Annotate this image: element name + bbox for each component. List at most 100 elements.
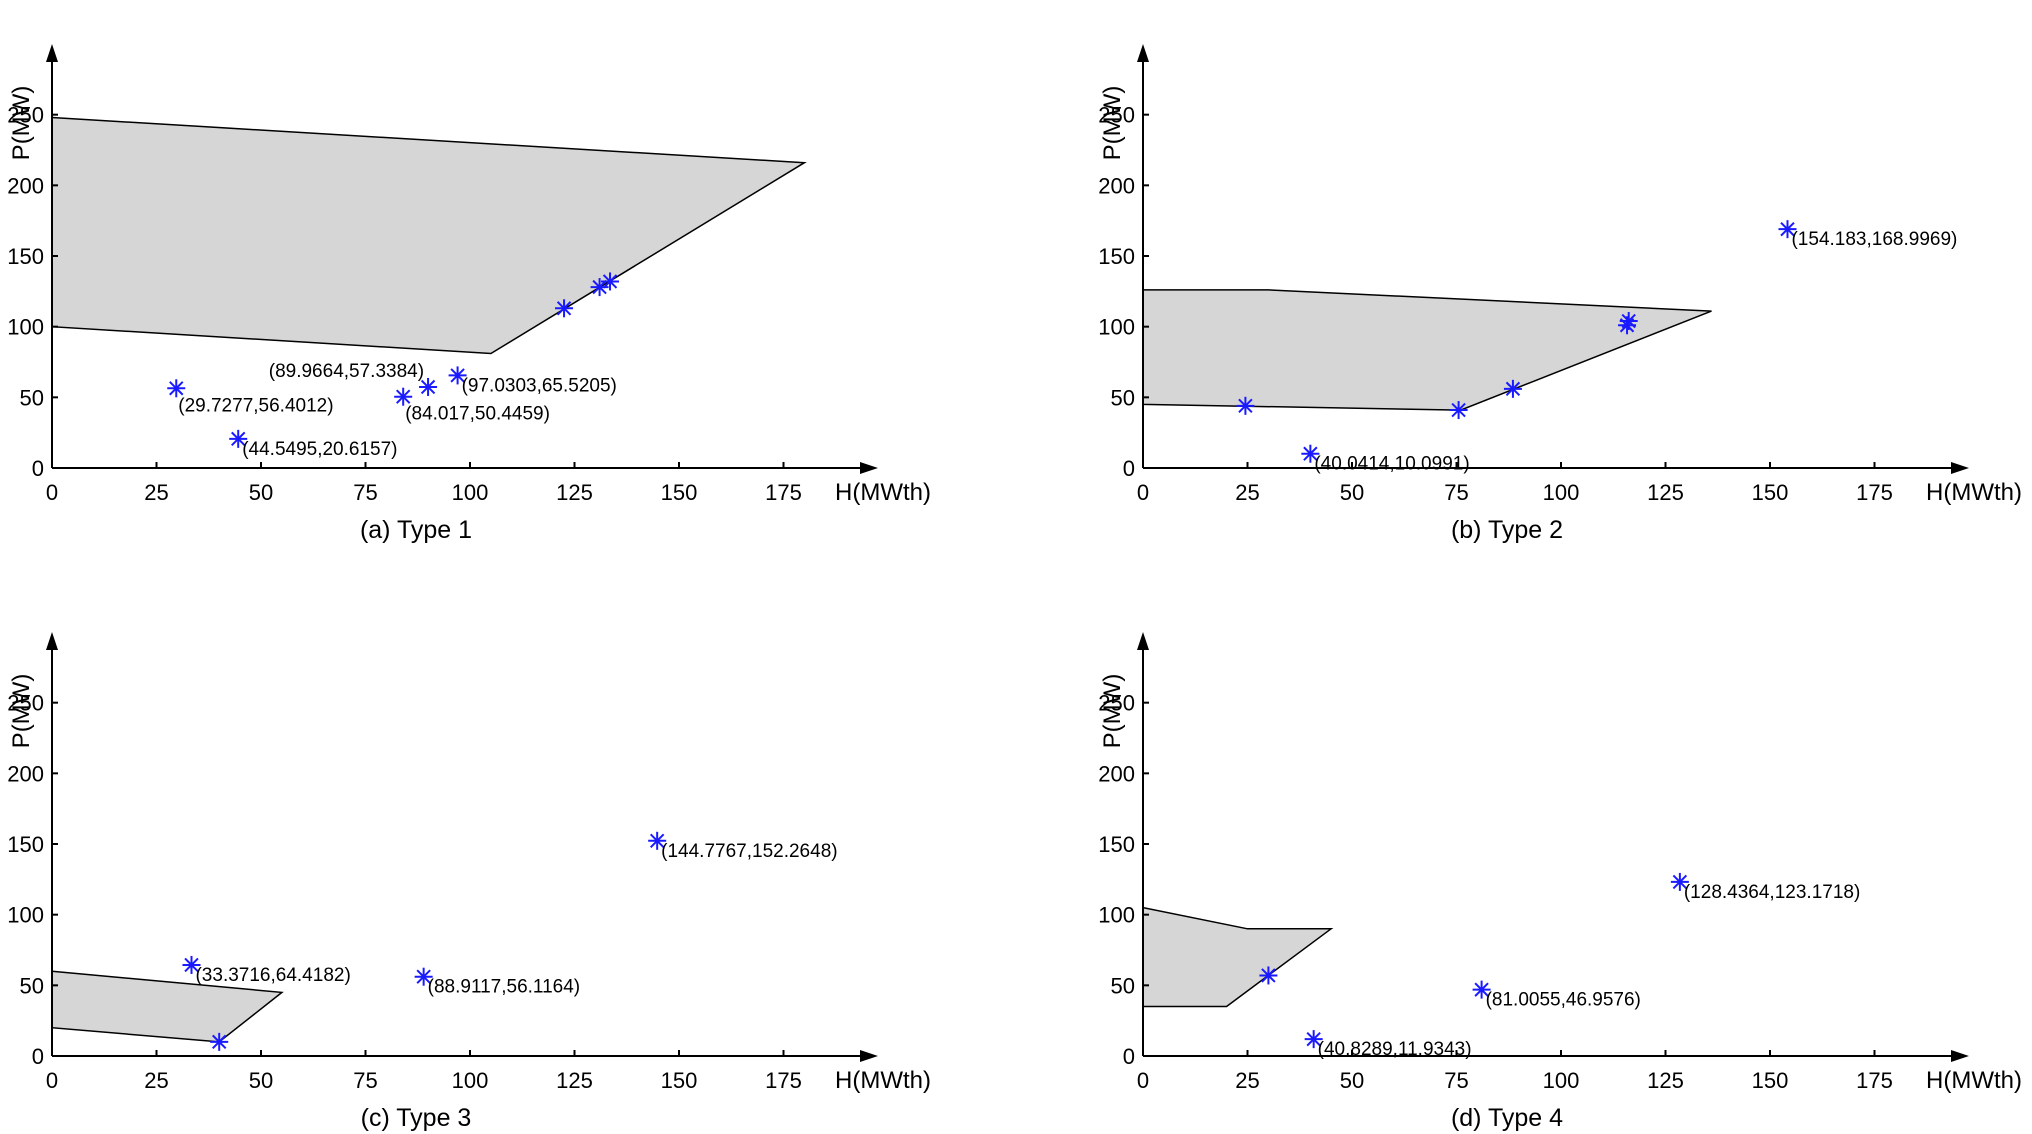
chart-panel-3: 0 25 50 75 100 125 150 175 0 50 100 150 200 250 H(MWth… xyxy=(7,632,931,1132)
x-tick-label: 175 xyxy=(1856,1068,1893,1093)
y-axis-title: P(MW) xyxy=(8,86,35,161)
y-tick-label: 150 xyxy=(7,244,44,269)
data-point-label: (89.9664,57.3384) xyxy=(269,361,424,382)
x-tick-label: 125 xyxy=(1647,480,1684,505)
y-tick-label: 100 xyxy=(7,315,44,340)
data-point-marker xyxy=(394,387,413,406)
y-tick-label: 250 xyxy=(7,691,44,716)
data-point-marker xyxy=(1236,396,1255,415)
data-point-label: (44.5495,20.6157) xyxy=(242,439,397,460)
x-tick-label: 25 xyxy=(144,480,168,505)
y-tick-label: 250 xyxy=(1098,691,1135,716)
data-point-label: (88.9117,56.1164) xyxy=(428,977,580,998)
x-tick-label: 75 xyxy=(1444,1068,1468,1093)
x-axis-title: H(MWth) xyxy=(835,479,931,506)
y-tick-label: 0 xyxy=(1123,456,1135,481)
data-point-marker xyxy=(229,429,248,448)
x-tick-label: 150 xyxy=(661,480,698,505)
y-tick-label: 0 xyxy=(32,456,44,481)
x-tick-label: 0 xyxy=(46,1068,58,1093)
y-tick-label: 200 xyxy=(1098,173,1135,198)
x-tick-label: 0 xyxy=(1137,480,1149,505)
feasible-region xyxy=(1142,289,1712,411)
feasible-region xyxy=(1142,906,1334,1008)
y-tick-label: 100 xyxy=(1098,315,1135,340)
feasible-region xyxy=(51,116,807,355)
data-point-label: (40.0414,10.0991) xyxy=(1314,454,1469,475)
x-tick-label: 150 xyxy=(661,1068,698,1093)
data-point-marker xyxy=(210,1032,229,1051)
y-axis-title: P(MW) xyxy=(8,674,35,749)
data-point-marker xyxy=(448,366,467,385)
x-tick-label: 0 xyxy=(46,480,58,505)
y-tick-label: 250 xyxy=(1098,103,1135,128)
y-tick-label: 200 xyxy=(1098,761,1135,786)
y-axis-arrow xyxy=(1137,632,1149,650)
chart-caption: (a) Type 1 xyxy=(360,516,472,544)
y-tick-label: 50 xyxy=(20,973,44,998)
data-point-label: (29.7277,56.4012) xyxy=(178,395,333,416)
y-tick-label: 100 xyxy=(7,903,44,928)
x-tick-label: 150 xyxy=(1752,480,1789,505)
data-point-marker xyxy=(1304,1030,1323,1049)
data-point-marker xyxy=(167,379,186,398)
data-point-label: (154.183,168.9969) xyxy=(1791,229,1957,250)
data-point-marker xyxy=(1670,872,1689,891)
x-axis-arrow xyxy=(860,1050,878,1062)
data-point-marker xyxy=(555,299,574,318)
x-axis-title: H(MWth) xyxy=(1926,479,2022,506)
data-point-marker xyxy=(1778,220,1797,239)
x-tick-label: 100 xyxy=(1543,480,1580,505)
x-axis-title: H(MWth) xyxy=(835,1067,931,1094)
data-point-marker xyxy=(648,831,667,850)
x-tick-label: 50 xyxy=(249,480,273,505)
y-tick-label: 150 xyxy=(1098,244,1135,269)
x-tick-label: 50 xyxy=(1340,480,1364,505)
y-tick-label: 50 xyxy=(20,385,44,410)
y-tick-label: 100 xyxy=(1098,903,1135,928)
x-axis-arrow xyxy=(1951,1050,1969,1062)
x-axis-title: H(MWth) xyxy=(1926,1067,2022,1094)
y-tick-label: 50 xyxy=(1111,385,1135,410)
x-tick-label: 25 xyxy=(1235,1068,1259,1093)
data-point-label: (84.017,50.4459) xyxy=(405,404,550,425)
x-tick-label: 150 xyxy=(1752,1068,1789,1093)
data-point-label: (40.8289,11.9343) xyxy=(1318,1039,1472,1060)
data-point-label: (33.3716,64.4182) xyxy=(195,965,350,986)
x-tick-label: 100 xyxy=(452,480,489,505)
x-tick-label: 75 xyxy=(1444,480,1468,505)
data-point-marker xyxy=(1301,444,1320,463)
y-tick-label: 250 xyxy=(7,103,44,128)
y-tick-label: 200 xyxy=(7,173,44,198)
data-point-label: (81.0055,46.9576) xyxy=(1486,990,1641,1011)
y-tick-label: 200 xyxy=(7,761,44,786)
x-tick-label: 175 xyxy=(1856,480,1893,505)
y-axis-title: P(MW) xyxy=(1099,674,1126,749)
x-tick-label: 25 xyxy=(144,1068,168,1093)
data-point-marker xyxy=(1259,966,1278,985)
chart-panel-1: 0 25 50 75 100 125 150 175 0 50 100 150 200 250 H(MWth… xyxy=(7,44,931,544)
data-point-label: (97.0303,65.5205) xyxy=(462,375,617,396)
x-tick-label: 125 xyxy=(1647,1068,1684,1093)
x-tick-label: 25 xyxy=(1235,480,1259,505)
x-tick-label: 175 xyxy=(765,480,802,505)
y-tick-label: 0 xyxy=(32,1044,44,1069)
data-point-marker xyxy=(182,955,201,974)
x-tick-label: 50 xyxy=(249,1068,273,1093)
x-tick-label: 175 xyxy=(765,1068,802,1093)
chart-caption: (c) Type 3 xyxy=(361,1104,472,1132)
data-point-marker xyxy=(1503,379,1522,398)
data-point-marker xyxy=(419,377,438,396)
data-point-marker xyxy=(414,967,433,986)
data-point-marker xyxy=(590,278,609,297)
chart-caption: (b) Type 2 xyxy=(1451,516,1563,544)
y-axis-arrow xyxy=(46,632,58,650)
y-tick-label: 150 xyxy=(7,832,44,857)
chart-panel-4: 0 25 50 75 100 125 150 175 0 50 100 150 200 250 H(MWth… xyxy=(1098,632,2022,1132)
y-axis-arrow xyxy=(46,44,58,62)
x-tick-label: 125 xyxy=(556,480,593,505)
x-tick-label: 50 xyxy=(1340,1068,1364,1093)
y-tick-label: 50 xyxy=(1111,973,1135,998)
y-tick-label: 0 xyxy=(1123,1044,1135,1069)
